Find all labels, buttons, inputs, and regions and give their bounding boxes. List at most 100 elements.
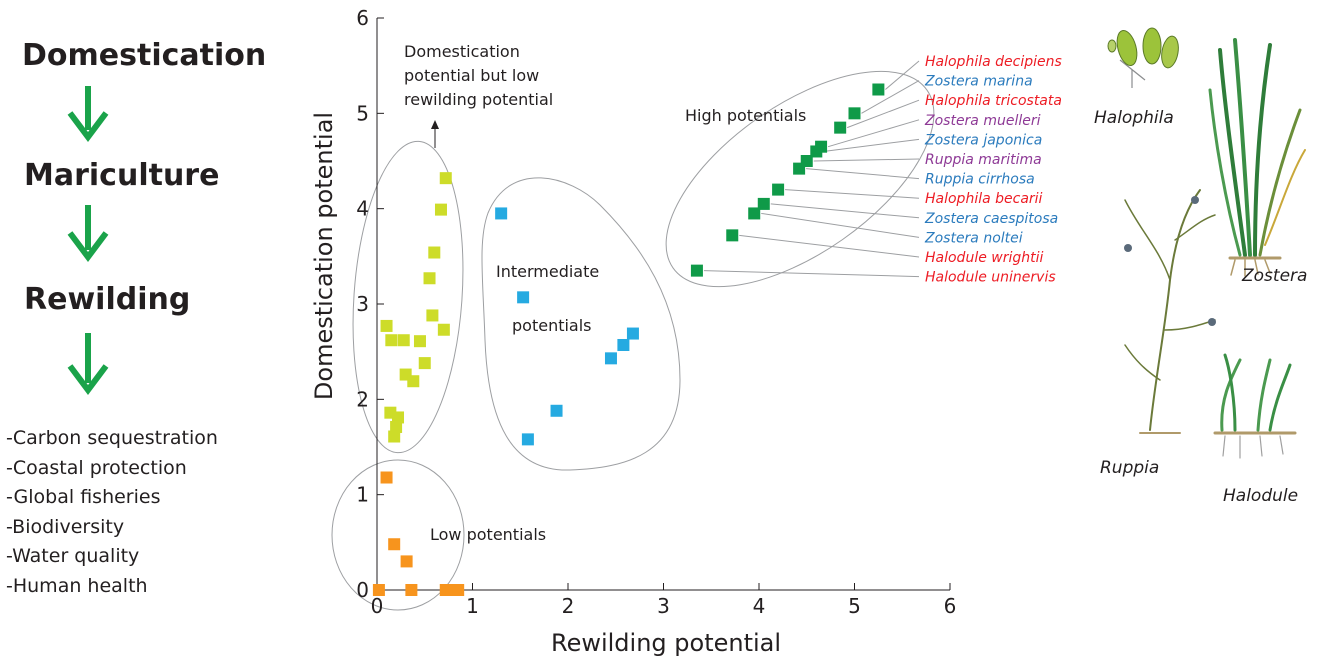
group-annotations: Domestication potential but low rewildin… xyxy=(404,42,806,544)
data-point xyxy=(400,555,413,568)
x-axis-label: Rewilding potential xyxy=(551,629,781,657)
species-label: Halodule wrightii xyxy=(925,250,1044,266)
data-point xyxy=(521,433,534,446)
ruppia-illustration xyxy=(1124,189,1216,434)
species-leader-lines xyxy=(703,60,920,278)
ellipse-domestication-group xyxy=(352,140,464,454)
down-arrow-icon xyxy=(67,86,109,142)
benefits-list: -Carbon sequestration -Coastal protectio… xyxy=(6,424,218,601)
data-point xyxy=(726,229,739,242)
species-label: Zostera marina xyxy=(924,74,1033,90)
scatter-chart: 0 1 2 3 4 5 6 0 1 2 3 4 5 6 Halophila decipiens Zoster… xyxy=(310,6,1307,657)
y-tick-label: 5 xyxy=(356,101,369,125)
down-arrow-icon xyxy=(67,333,109,395)
y-tick-label: 0 xyxy=(356,578,369,602)
x-tick-label: 3 xyxy=(657,594,670,618)
data-point xyxy=(495,207,508,220)
x-tick-label: 4 xyxy=(753,594,766,618)
data-point xyxy=(757,197,770,210)
species-label: Zostera japonica xyxy=(924,132,1042,148)
halophila-illustration xyxy=(1107,27,1179,88)
data-point xyxy=(810,145,823,158)
leader-line xyxy=(785,189,920,199)
x-tick-label: 0 xyxy=(371,594,384,618)
data-points xyxy=(372,83,885,596)
axes: 0 1 2 3 4 5 6 0 1 2 3 4 5 6 xyxy=(356,6,956,618)
species-label: Ruppia cirrhosa xyxy=(925,172,1035,188)
leader-line xyxy=(739,234,920,258)
annotation-intermediate-group: Intermediate xyxy=(496,262,599,281)
data-point xyxy=(390,420,403,433)
data-point xyxy=(388,430,401,443)
zostera-illustration xyxy=(1208,38,1306,277)
ellipse-low-group xyxy=(331,459,465,611)
annotation-low-group: Low potentials xyxy=(430,525,546,544)
species-label: Halophila tricostata xyxy=(925,93,1062,109)
data-point xyxy=(626,327,639,340)
leader-line xyxy=(823,138,920,152)
data-point xyxy=(372,584,385,596)
benefit-item: -Global fisheries xyxy=(6,486,161,508)
data-point xyxy=(380,319,393,332)
halodule-illustration xyxy=(1213,353,1297,459)
data-point xyxy=(388,538,401,551)
y-tick-label: 6 xyxy=(356,6,369,30)
zostera-label: Zostera xyxy=(1241,266,1307,286)
ellipse-intermediate-group xyxy=(481,177,681,471)
data-point xyxy=(428,246,441,259)
leader-line xyxy=(827,119,920,148)
species-label: Zostera muelleri xyxy=(924,113,1041,129)
step-rewilding: Rewilding xyxy=(24,282,191,317)
species-label: Halophila becarii xyxy=(925,191,1043,207)
data-point xyxy=(772,183,785,196)
data-point xyxy=(385,334,398,347)
group-ellipses xyxy=(331,70,935,611)
leader-line xyxy=(770,203,920,219)
leader-line xyxy=(861,80,920,114)
x-tick-label: 2 xyxy=(562,594,575,618)
halophila-label: Halophila xyxy=(1094,108,1174,128)
x-tick-label: 6 xyxy=(944,594,957,618)
x-tick-label: 5 xyxy=(848,594,861,618)
step-domestication: Domestication xyxy=(22,38,267,73)
data-point xyxy=(405,584,418,596)
y-tick-label: 3 xyxy=(356,292,369,316)
data-point xyxy=(392,411,405,424)
data-point xyxy=(437,323,450,336)
y-tick-label: 2 xyxy=(356,387,369,411)
species-label: Zostera noltei xyxy=(924,230,1023,246)
leader-line xyxy=(885,60,920,90)
leader-line xyxy=(846,99,920,129)
data-point xyxy=(517,291,530,304)
data-point xyxy=(397,334,410,347)
y-axis-label: Domestication potential xyxy=(310,112,338,400)
y-tick-label: 4 xyxy=(356,197,369,221)
ruppia-label: Ruppia xyxy=(1100,458,1159,478)
data-point xyxy=(748,207,761,220)
species-label: Zostera caespitosa xyxy=(924,211,1058,227)
data-point xyxy=(413,335,426,348)
plant-illustrations: Halophila Zostera xyxy=(1094,27,1307,506)
leader-line xyxy=(703,270,920,278)
data-point xyxy=(690,264,703,277)
species-label: Halodule uninervis xyxy=(925,270,1056,286)
leader-line xyxy=(761,212,920,238)
halodule-label: Halodule xyxy=(1223,486,1298,506)
data-point xyxy=(604,352,617,365)
y-tick-label: 1 xyxy=(356,483,369,507)
data-point xyxy=(423,272,436,285)
x-tick-label: 1 xyxy=(466,594,479,618)
data-point xyxy=(872,83,885,96)
species-label: Halophila decipiens xyxy=(925,54,1062,70)
data-point xyxy=(834,121,847,134)
annotation-high-group: High potentials xyxy=(685,106,806,125)
flow-arrows xyxy=(67,86,109,395)
data-point xyxy=(452,584,465,596)
data-point xyxy=(793,162,806,175)
benefit-item: -Carbon sequestration xyxy=(6,427,218,449)
ellipse-high-group xyxy=(665,70,935,288)
data-point xyxy=(434,203,447,216)
data-point xyxy=(380,471,393,484)
benefit-item: -Human health xyxy=(6,574,148,597)
